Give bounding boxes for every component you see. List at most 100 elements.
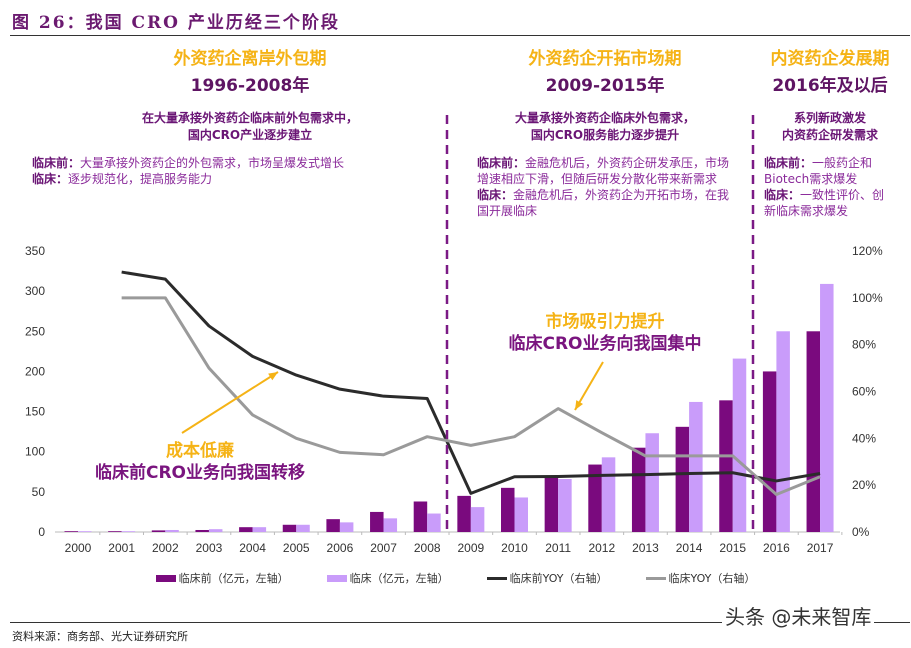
summary-line: 大量承接外资药企临床外包需求， (514, 111, 695, 125)
x-tick-label: 2017 (807, 541, 834, 555)
arrow-cost (181, 371, 279, 434)
preclinical-bar (108, 531, 122, 532)
phase-1-header: 外资药企离岸外包期 1996-2008年 在大量承接外资药企临床前外包需求中， 国… (90, 44, 410, 144)
preclinical-bar (457, 495, 471, 532)
legend-label: 临床YOY（右轴） (668, 572, 756, 585)
x-tick-label: 2013 (632, 541, 659, 555)
clinical-bar (558, 479, 572, 532)
preclinical-bar (762, 371, 777, 532)
preclinical-bar (151, 530, 166, 532)
source-note: 资料来源：商务部、光大证券研究所 (12, 630, 188, 643)
x-tick-label: 2001 (108, 541, 135, 555)
desc-text: 一般药企和Biotech需求爆发 (764, 156, 873, 186)
desc-text: 大量承接外资药企的外包需求，市场呈爆发式增长 (80, 156, 345, 170)
phase-1-desc: 临床前：大量承接外资药企的外包需求，市场呈爆发式增长 临床：逐步规范化，提高服务… (32, 155, 412, 187)
clinical-bar (820, 283, 834, 532)
footer-divider (10, 622, 910, 623)
preclinical-bar (413, 501, 428, 532)
desc-text: 金融危机后，外资药企研发承压，市场增速相应下滑，但随后研发分散化带来新需求 (477, 156, 730, 186)
phase-3-desc: 临床前：一般药企和Biotech需求爆发 临床：一致性评价、创新临床需求爆发 (764, 155, 894, 219)
left-axis-tick-label: 150 (25, 405, 45, 419)
clinical-bar (208, 529, 223, 532)
preclinical-bar (719, 400, 733, 532)
phase-years: 2009-2015年 (545, 76, 665, 96)
desc-label: 临床： (477, 188, 514, 202)
phase-name: 外资药企离岸外包期 (173, 49, 327, 69)
clinical-bar (296, 524, 310, 532)
clinical-yoy-line (121, 296, 821, 497)
phase-summary: 系列新政激发 内资药企研发需求 (755, 110, 905, 144)
clinical-bar (252, 527, 267, 532)
summary-line: 国内CRO服务能力逐步提升 (530, 128, 680, 142)
legend: 临床前（亿元，左轴） 临床（亿元，左轴） 临床前YOY（右轴） 临床YOY（右轴… (0, 570, 911, 586)
x-tick-label: 2003 (196, 541, 223, 555)
clinical-bar (165, 529, 179, 532)
x-tick-label: 2009 (457, 541, 484, 555)
x-tick-label: 2012 (588, 541, 615, 555)
desc-label: 临床： (32, 172, 69, 186)
preclinical-bar (239, 527, 253, 532)
x-tick-label: 2007 (370, 541, 397, 555)
preclinical-bar (282, 524, 297, 532)
x-tick-label: 2002 (152, 541, 179, 555)
phase-name: 内资药企发展期 (770, 49, 890, 69)
clinical-bar (383, 518, 398, 532)
legend-label: 临床前YOY（右轴） (509, 572, 608, 585)
phase-summary: 大量承接外资药企临床外包需求， 国内CRO服务能力逐步提升 (470, 110, 740, 144)
right-axis-tick-label: 120% (852, 244, 883, 258)
desc-label: 临床前： (764, 156, 813, 170)
left-axis-tick-label: 0 (38, 525, 45, 539)
summary-line: 系列新政激发 (793, 111, 866, 125)
left-axis-tick-label: 200 (25, 364, 45, 378)
clinical-bar (601, 457, 616, 532)
right-axis-tick-label: 0% (852, 525, 870, 539)
desc-label: 临床： (764, 188, 801, 202)
clinical-bar (339, 522, 354, 532)
annotation-cost: 成本低廉 临床前CRO业务向我国转移 (60, 440, 340, 484)
annotation-line: 临床前CRO业务向我国转移 (94, 463, 306, 483)
legend-swatch (155, 574, 176, 582)
clinical-bar (78, 531, 92, 532)
phase-years: 1996-2008年 (190, 76, 310, 96)
cro-chart: 2000 2001 2002 2003 2004 2005 2006 2007 2008 2009… (25, 115, 883, 555)
x-tick-label: 2008 (414, 541, 441, 555)
summary-line: 在大量承接外资药企临床前外包需求中， (141, 111, 358, 125)
clinical-bar (427, 513, 441, 532)
clinical-bar (470, 507, 485, 532)
preclinical-bar (806, 331, 821, 532)
arrow-attraction (574, 361, 604, 411)
annotation-line: 成本低廉 (166, 441, 234, 461)
right-axis-tick-label: 40% (852, 431, 876, 445)
preclinical-bar (588, 464, 602, 532)
arrow-attraction-head (575, 400, 584, 410)
preclinical-bar (675, 426, 690, 532)
legend-item: 临床YOY（右轴） (645, 570, 756, 586)
summary-line: 内资药企研发需求 (781, 128, 878, 142)
desc-text: 金融危机后，外资药企为开拓市场，在我国开展临床 (477, 188, 730, 218)
x-tick-label: 2004 (239, 541, 266, 555)
clinical-bar (732, 358, 747, 532)
figure-title: 图 26：我国 CRO 产业历经三个阶段 (12, 13, 340, 33)
annotation-attraction: 市场吸引力提升 临床CRO业务向我国集中 (480, 311, 730, 355)
clinical-bar (645, 433, 659, 532)
desc-text: 逐步规范化，提高服务能力 (68, 172, 213, 186)
left-axis-tick-label: 50 (32, 485, 46, 499)
left-axis-tick-label: 350 (25, 244, 45, 258)
preclinical-bar (631, 447, 646, 532)
preclinical-bar (195, 529, 209, 532)
annotation-line: 临床CRO业务向我国集中 (508, 334, 702, 354)
x-tick-label: 2005 (283, 541, 310, 555)
x-tick-label: 2011 (545, 541, 571, 555)
phase-2-header: 外资药企开拓市场期 2009-2015年 大量承接外资药企临床外包需求， 国内CR… (470, 44, 740, 144)
annotation-line: 市场吸引力提升 (545, 312, 665, 332)
arrow-cost-head (268, 372, 278, 381)
clinical-bar (776, 331, 790, 532)
left-axis-tick-label: 300 (25, 284, 45, 298)
phase-summary: 在大量承接外资药企临床前外包需求中， 国内CRO产业逐步建立 (90, 110, 410, 144)
phase-years: 2016年及以后 (772, 76, 888, 96)
legend-item: 临床前（亿元，左轴） (155, 570, 289, 586)
phase-2-desc: 临床前：金融危机后，外资药企研发承压，市场增速相应下滑，但随后研发分散化带来新需… (477, 155, 739, 219)
preclinical-bar (544, 476, 559, 532)
x-tick-label: 2000 (65, 541, 92, 555)
left-axis-tick-label: 250 (25, 324, 45, 338)
